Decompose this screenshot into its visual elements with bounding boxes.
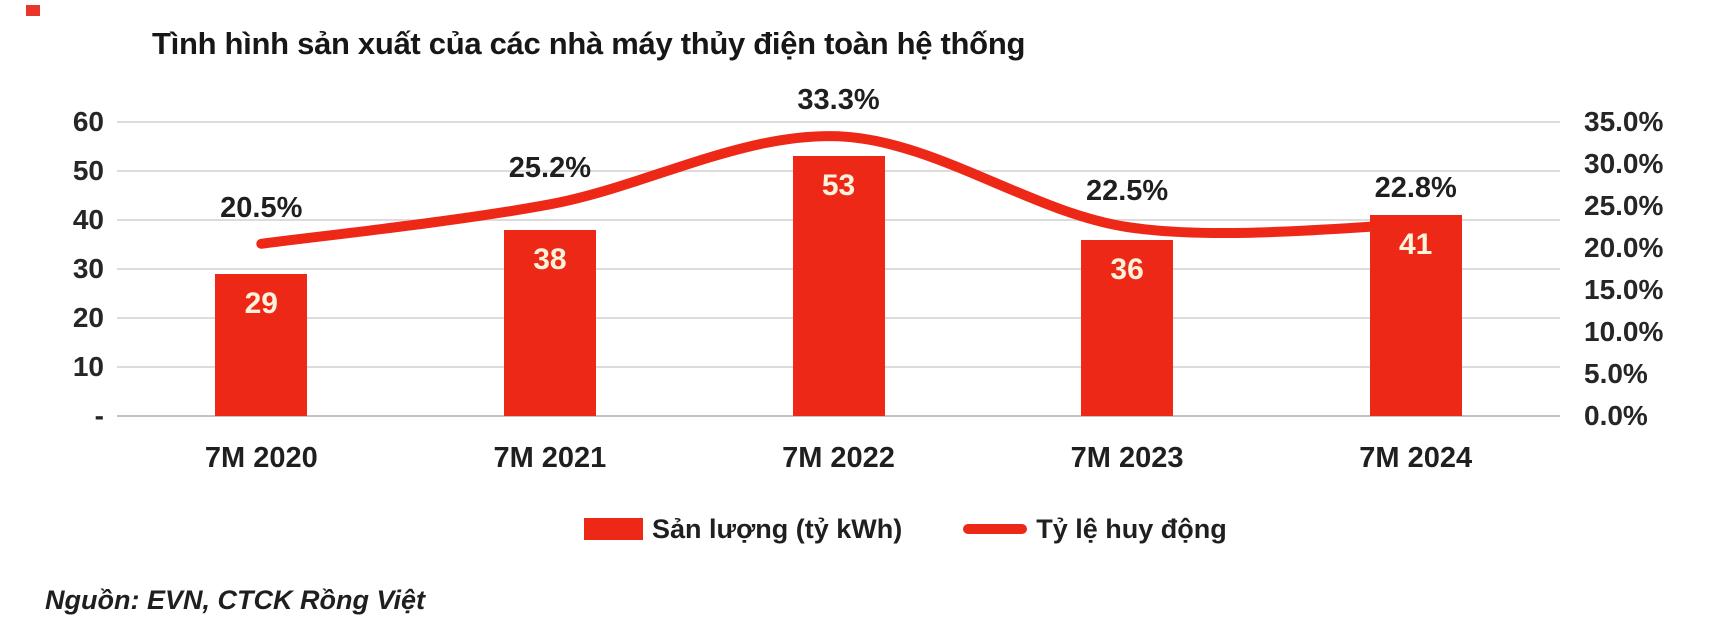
y-axis-tick-left: 20: [72, 302, 104, 333]
legend-line-swatch: [963, 524, 1028, 534]
y-axis-tick-right: 5.0%: [1584, 358, 1648, 389]
y-axis-tick-right: 20.0%: [1584, 232, 1664, 263]
y-axis-tick-right: 25.0%: [1584, 190, 1664, 221]
bar: [503, 229, 596, 416]
legend: Sản lượng (tỷ kWh) Tỷ lệ huy động: [584, 510, 1227, 548]
line-data-label: 25.2%: [508, 152, 591, 185]
bar-value-label: 38: [533, 242, 567, 276]
bar-value-label: 41: [1399, 228, 1433, 262]
y-axis-tick-left: -: [94, 400, 104, 431]
bar-value-label: 29: [244, 286, 278, 320]
bar: [1081, 239, 1174, 416]
x-axis-tick: 7M 2020: [204, 442, 318, 474]
y-axis-tick-left: 60: [72, 106, 104, 137]
legend-label-production: Sản lượng (tỷ kWh): [652, 513, 903, 544]
line-data-label: 20.5%: [220, 191, 303, 224]
x-axis-tick: 7M 2021: [493, 442, 607, 474]
y-axis-tick-left: 30: [72, 253, 104, 284]
y-axis-tick-left: 50: [72, 155, 104, 186]
x-axis-tick: 7M 2024: [1359, 442, 1473, 474]
corner-red-mark: [26, 5, 40, 16]
gridline: [117, 121, 1560, 123]
bar-value-label: 36: [1110, 252, 1144, 286]
bar: [215, 273, 308, 416]
chart-title: Tình hình sản xuất của các nhà máy thủy …: [152, 26, 1026, 61]
y-axis-tick-right: 0.0%: [1584, 400, 1648, 431]
line-data-label: 33.3%: [797, 84, 880, 117]
y-axis-tick-right: 15.0%: [1584, 274, 1664, 305]
y-axis-tick-right: 10.0%: [1584, 316, 1664, 347]
legend-bar-swatch: [584, 518, 643, 540]
bar-value-label: 53: [821, 169, 856, 203]
legend-label-mobilization: Tỷ lệ huy động: [1036, 513, 1227, 544]
x-axis-tick: 7M 2022: [782, 442, 895, 474]
line-data-label: 22.8%: [1374, 172, 1457, 205]
y-axis-tick-left: 40: [72, 204, 104, 235]
y-axis-tick-right: 30.0%: [1584, 148, 1664, 179]
y-axis-tick-right: 35.0%: [1584, 106, 1664, 137]
x-axis-tick: 7M 2023: [1070, 442, 1184, 474]
line-data-label: 22.5%: [1085, 175, 1169, 207]
source-note: Nguồn: EVN, CTCK Rồng Việt: [45, 585, 425, 615]
x-axis-line: [117, 415, 1560, 417]
y-axis-tick-left: 10: [72, 351, 104, 382]
